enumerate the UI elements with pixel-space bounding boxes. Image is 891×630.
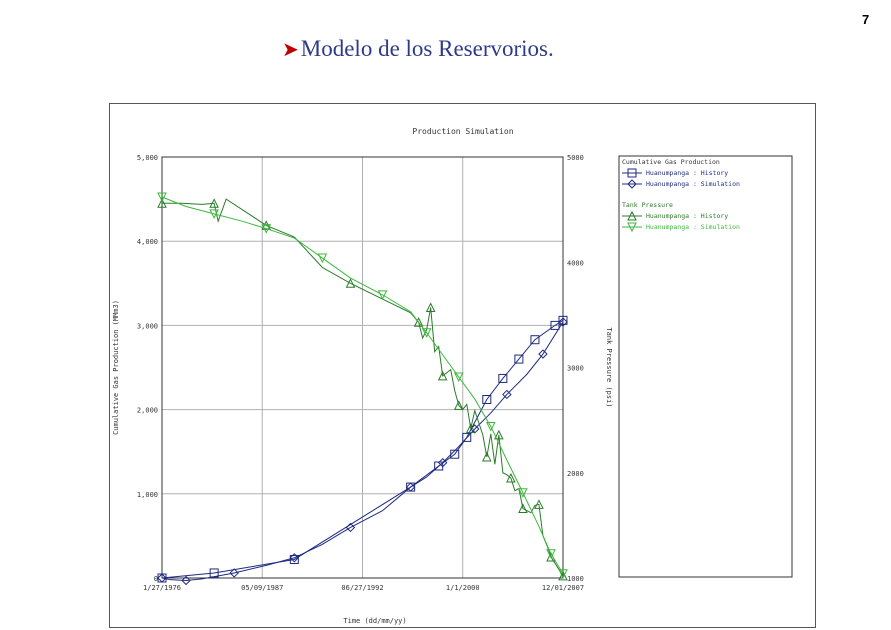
series-line (161, 196, 564, 575)
y-tick-label: 5,000 (137, 154, 158, 162)
data-point (506, 472, 516, 483)
data-point (209, 198, 219, 208)
data-point (530, 335, 540, 345)
chart-title: Production Simulation (412, 127, 513, 136)
chart-frame: Production Simulation 1/27/1976 05/09/1987… (109, 103, 816, 628)
y2-axis-label: Tank Pressure (psi) (605, 327, 613, 407)
data-point (405, 482, 416, 492)
y-tick-label: 1,000 (137, 491, 158, 499)
data-point (377, 290, 388, 300)
data-point (317, 253, 328, 264)
legend-marker (627, 168, 637, 178)
data-point (550, 320, 560, 330)
legend-label: Huanumpanga : Simulation (646, 180, 740, 188)
data-point (518, 503, 528, 514)
legend-marker (627, 210, 637, 221)
y2-tick-label: 3000 (567, 365, 584, 373)
legend-marker (627, 179, 637, 189)
x-tick-label: 06/27/1992 (341, 584, 383, 592)
data-point (437, 370, 448, 381)
data-point (261, 224, 272, 234)
data-point (289, 554, 299, 564)
data-point (558, 315, 568, 325)
data-point (534, 499, 544, 509)
page-number: 7 (862, 12, 870, 27)
data-point (514, 354, 524, 364)
production-simulation-chart: Production Simulation 1/27/1976 05/09/1987… (112, 127, 793, 625)
data-point (261, 220, 272, 230)
data-point (558, 570, 568, 581)
legend-group-title: Cumulative Gas Production (622, 158, 720, 166)
y2-tick-label: 2000 (567, 470, 584, 478)
x-axis-label: Time (dd/mm/yy) (343, 617, 406, 625)
y-axis-label: Cumulative Gas Production (MMm3) (112, 300, 120, 435)
data-point (425, 302, 436, 313)
data-point (181, 575, 191, 586)
data-point (289, 553, 300, 563)
legend-label: Huanumpanga : History (646, 169, 728, 177)
data-point (462, 432, 472, 442)
plot-area (161, 156, 564, 579)
y-tick-label: 0 (154, 575, 158, 583)
data-point (345, 278, 356, 288)
x-tick-label: 05/09/1987 (241, 584, 283, 592)
data-point (482, 451, 492, 462)
data-point (482, 394, 492, 404)
data-point (465, 423, 476, 434)
data-point (546, 549, 556, 559)
legend-box (618, 155, 793, 578)
data-point (502, 389, 512, 400)
legend-marker (627, 222, 637, 233)
y2-tick-label: 4000 (567, 259, 584, 267)
data-point (538, 349, 548, 359)
y-tick-label: 2,000 (137, 407, 158, 415)
data-point (345, 522, 356, 533)
data-point (518, 488, 528, 498)
data-point (209, 209, 219, 219)
x-tick-label: 1/1/2000 (446, 584, 480, 592)
y2-tick-label: 5000 (567, 154, 584, 162)
data-point (558, 317, 568, 327)
data-point (486, 421, 496, 432)
data-point (437, 457, 448, 468)
x-tick-label: 1/27/1976 (143, 584, 181, 592)
arrow-bullet-icon: ➤ (282, 39, 299, 61)
legend-label: Huanumpanga : History (646, 212, 728, 220)
data-point (453, 400, 464, 410)
y-tick-label: 3,000 (137, 322, 158, 330)
legend-label: Huanumpanga : Simulation (646, 223, 740, 231)
data-point (413, 317, 424, 327)
y2-tick-label: 1000 (567, 575, 584, 583)
data-point (558, 569, 568, 579)
data-point (157, 192, 167, 203)
x-tick-label: 12/01/2007 (542, 584, 584, 592)
slide-title-text: Modelo de los Reservorios. (300, 36, 554, 61)
series-line (161, 321, 564, 582)
data-point (494, 429, 504, 440)
data-point (229, 568, 239, 578)
y-tick-label: 4,000 (137, 238, 158, 246)
slide-title: ➤Modelo de los Reservorios. (282, 36, 554, 62)
data-point (421, 328, 432, 338)
data-point (453, 372, 464, 383)
data-point (157, 573, 167, 583)
data-point (157, 198, 167, 208)
legend-group-title: Tank Pressure (622, 201, 673, 209)
data-point (498, 373, 508, 383)
